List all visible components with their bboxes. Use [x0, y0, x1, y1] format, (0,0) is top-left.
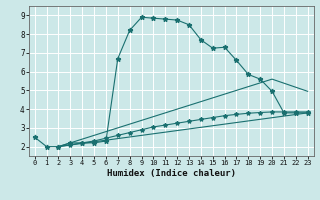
X-axis label: Humidex (Indice chaleur): Humidex (Indice chaleur): [107, 169, 236, 178]
